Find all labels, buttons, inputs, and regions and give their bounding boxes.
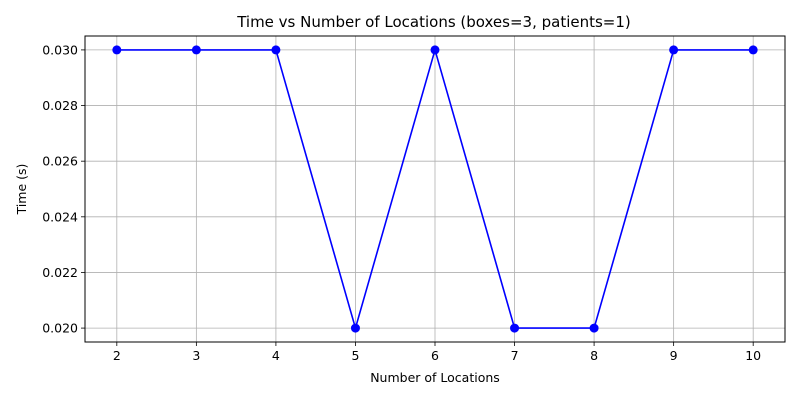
x-tick-label: 5 bbox=[351, 348, 359, 363]
y-tick-label: 0.026 bbox=[42, 154, 78, 169]
series-group bbox=[112, 45, 758, 333]
x-tick-label: 4 bbox=[272, 348, 280, 363]
data-point bbox=[430, 45, 440, 55]
y-axis: 0.020 0.022 0.024 0.026 0.028 0.030 bbox=[42, 42, 85, 336]
y-tick-label: 0.020 bbox=[42, 321, 78, 336]
data-point bbox=[350, 323, 360, 333]
x-axis-label: Number of Locations bbox=[370, 370, 500, 385]
x-tick-label: 2 bbox=[113, 348, 121, 363]
x-tick-label: 10 bbox=[745, 348, 761, 363]
x-tick-label: 8 bbox=[590, 348, 598, 363]
data-point bbox=[748, 45, 758, 55]
x-tick-label: 9 bbox=[670, 348, 678, 363]
data-point bbox=[510, 323, 520, 333]
x-tick-label: 6 bbox=[431, 348, 439, 363]
x-tick-label: 7 bbox=[511, 348, 519, 363]
y-tick-label: 0.028 bbox=[42, 98, 78, 113]
y-tick-label: 0.030 bbox=[42, 42, 78, 57]
x-axis: 2 3 4 5 6 7 8 9 10 bbox=[113, 342, 761, 363]
chart-title: Time vs Number of Locations (boxes=3, pa… bbox=[236, 13, 631, 31]
y-tick-label: 0.024 bbox=[42, 209, 78, 224]
data-point bbox=[271, 45, 281, 55]
data-point bbox=[669, 45, 679, 55]
grid-lines bbox=[85, 36, 785, 342]
y-tick-label: 0.022 bbox=[42, 265, 78, 280]
x-tick-label: 3 bbox=[192, 348, 200, 363]
data-point bbox=[191, 45, 201, 55]
y-axis-label: Time (s) bbox=[14, 164, 29, 216]
data-point bbox=[589, 323, 599, 333]
data-point bbox=[112, 45, 122, 55]
